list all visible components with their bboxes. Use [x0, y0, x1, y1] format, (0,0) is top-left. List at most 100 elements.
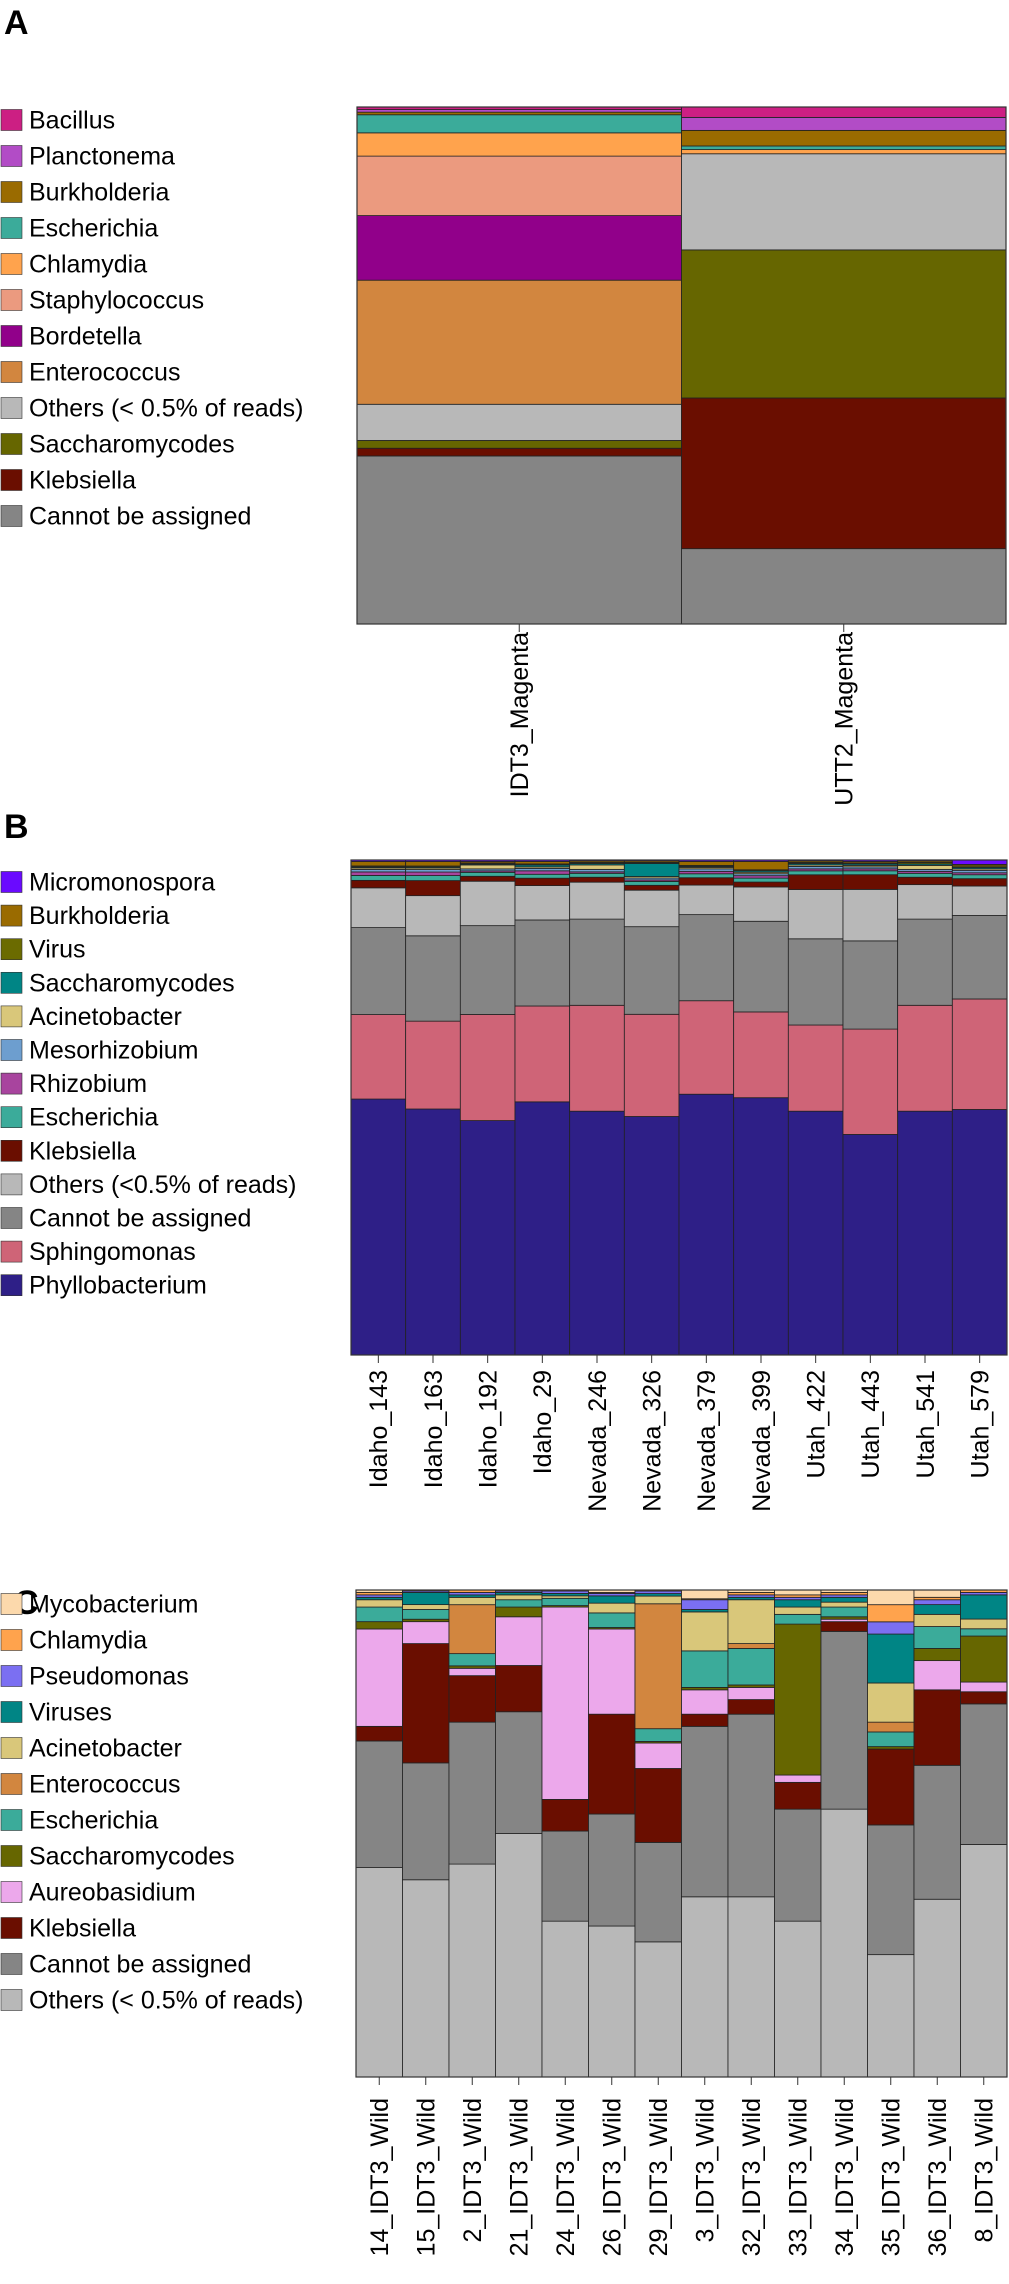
panel-c: CMycobacteriumChlamydiaPseudomonasViruse…	[0, 1584, 1008, 2256]
bar-segment-klebsiella-32-idt3-wild	[727, 1699, 775, 1715]
bar-segment-pseudomonas-35-idt3-wild	[867, 1621, 915, 1635]
bar-segment-others-0-5-of-reads-14-idt3-wild	[355, 1867, 403, 2078]
bar-segment-cannot-be-assigned-2-idt3-wild	[448, 1721, 496, 1865]
legend-swatch-planctonema	[0, 145, 23, 167]
legend-swatch-klebsiella	[0, 469, 23, 491]
x-tick-label-utt2-magenta: UTT2_Magenta	[831, 632, 859, 806]
legend-label-bordetella: Bordetella	[29, 323, 142, 351]
bar-segment-cannot-be-assigned-29-idt3-wild	[634, 1842, 682, 1943]
legend-swatch-pseudomonas	[0, 1665, 23, 1687]
bar-segment-klebsiella-idaho-192	[459, 875, 516, 882]
bar-segment-others-0-5-of-reads-33-idt3-wild	[774, 1920, 822, 2078]
legend-swatch-rhizobium	[0, 1072, 23, 1095]
bar-segment-acinetobacter-36-idt3-wild	[913, 1613, 961, 1627]
x-tick-label-15-idt3-wild: 15_IDT3_Wild	[413, 2098, 441, 2256]
bar-segment-others-0-5-of-reads-24-idt3-wild	[541, 1920, 589, 2078]
legend-label-sphingomonas: Sphingomonas	[29, 1238, 196, 1266]
bar-segment-escherichia-utah-443	[842, 870, 899, 876]
legend-label-planctonema: Planctonema	[29, 143, 175, 171]
bar-segment-klebsiella-33-idt3-wild	[774, 1781, 822, 1810]
bar-segment-others-0-5-of-reads-utah-579	[951, 885, 1008, 916]
bar-segment-escherichia-29-idt3-wild	[634, 1728, 682, 1742]
x-tick-label-21-idt3-wild: 21_IDT3_Wild	[506, 2098, 534, 2256]
bar-segment-phyllobacterium-utah-422	[787, 1110, 844, 1356]
bar-segment-mycobacterium-33-idt3-wild	[774, 1589, 822, 1596]
bar-segment-phyllobacterium-utah-579	[951, 1109, 1008, 1356]
bar-segment-escherichia-utah-579	[951, 874, 1008, 880]
bar-segment-bacillus-utt2-magenta	[681, 106, 1007, 118]
bar-segment-acinetobacter-8-idt3-wild	[960, 1618, 1008, 1630]
bar-segment-cannot-be-assigned-utt2-magenta	[681, 548, 1007, 625]
bar-segment-klebsiella-utah-422	[787, 874, 844, 890]
bar-segment-escherichia-idaho-192	[459, 871, 516, 877]
bar-segment-acinetobacter-26-idt3-wild	[588, 1602, 636, 1614]
bar-segment-cannot-be-assigned-nevada-326	[623, 926, 680, 1015]
x-tick-label-utah-422: Utah_422	[802, 1370, 830, 1478]
bar-segment-klebsiella-36-idt3-wild	[913, 1689, 961, 1766]
x-tick-label-35-idt3-wild: 35_IDT3_Wild	[878, 2098, 906, 2256]
bar-segment-acinetobacter-idaho-192	[459, 864, 516, 870]
bar-segment-cannot-be-assigned-15-idt3-wild	[402, 1762, 450, 1881]
bar-segment-klebsiella-nevada-379	[678, 877, 735, 886]
legend-swatch-cannot-be-assigned	[0, 1953, 23, 1975]
bar-segment-phyllobacterium-utah-443	[842, 1134, 899, 1356]
bar-segment-cannot-be-assigned-idaho-163	[405, 935, 461, 1022]
bar-segment-klebsiella-utt2-magenta	[681, 397, 1007, 550]
legend-label-cannot-be-assigned: Cannot be assigned	[29, 503, 251, 531]
bars: IDT3_Magenta UTT2_Magenta	[356, 106, 1007, 806]
x-tick-label-26-idt3-wild: 26_IDT3_Wild	[599, 2098, 627, 2256]
legend-label-bacillus: Bacillus	[29, 107, 115, 135]
bar-segment-aureobasidium-24-idt3-wild	[541, 1606, 589, 1800]
legend-swatch-sphingomonas	[0, 1240, 23, 1263]
legend-label-acinetobacter: Acinetobacter	[29, 1003, 182, 1031]
bar-segment-escherichia-idaho-143	[350, 875, 407, 881]
legend-label-viruses: Viruses	[29, 1699, 112, 1727]
legend-swatch-enterococcus	[0, 361, 23, 383]
bar-segment-escherichia-34-idt3-wild	[820, 1606, 868, 1618]
bar-segment-micromonospora-utah-579	[951, 859, 1008, 865]
bar-segment-others-0-5-of-reads-idt3-magenta	[356, 403, 682, 441]
bar-segment-phyllobacterium-idaho-163	[405, 1108, 461, 1356]
bars: 14_IDT3_Wild 15_IDT3_Wild 2_IDT3_Wild 21_ID…	[355, 1589, 1008, 2256]
bar-segment-cannot-be-assigned-idaho-192	[459, 925, 516, 1015]
bar-segment-aureobasidium-36-idt3-wild	[913, 1660, 961, 1691]
bar-segment-others-0-5-of-reads-15-idt3-wild	[402, 1879, 450, 2078]
panel-label: B	[4, 808, 29, 846]
legend-label-escherichia: Escherichia	[29, 1104, 158, 1132]
bar-segment-aureobasidium-32-idt3-wild	[727, 1687, 775, 1700]
legend-label-cannot-be-assigned: Cannot be assigned	[29, 1205, 251, 1233]
bar-segment-acinetobacter-34-idt3-wild	[820, 1601, 868, 1608]
bar-segment-cannot-be-assigned-3-idt3-wild	[681, 1725, 729, 1898]
legend-label-klebsiella: Klebsiella	[29, 1137, 136, 1165]
legend-swatch-enterococcus	[0, 1773, 23, 1795]
bar-segment-klebsiella-14-idt3-wild	[355, 1725, 403, 1742]
legend-label-escherichia: Escherichia	[29, 215, 158, 243]
bar-segment-others-0-5-of-reads-26-idt3-wild	[588, 1925, 636, 2078]
bar-segment-others-0-5-of-reads-nevada-326	[623, 889, 680, 928]
legend-swatch-others-0-5-of-reads	[0, 1989, 23, 2011]
legend-label-saccharomycodes: Saccharomycodes	[29, 431, 235, 459]
bar-segment-cannot-be-assigned-utah-579	[951, 915, 1008, 1000]
bar-segment-bordetella-idt3-magenta	[356, 215, 682, 281]
bar-segment-viruses-8-idt3-wild	[960, 1594, 1008, 1620]
bar-segment-acinetobacter-14-idt3-wild	[355, 1599, 403, 1608]
legend-label-staphylococcus: Staphylococcus	[29, 287, 204, 315]
bar-segment-cannot-be-assigned-26-idt3-wild	[588, 1813, 636, 1927]
bar-segment-others-0-5-of-reads-32-idt3-wild	[727, 1896, 775, 2078]
bar-segment-sphingomonas-idaho-29	[514, 1005, 571, 1103]
bar-segment-acinetobacter-15-idt3-wild	[402, 1604, 450, 1610]
bar-segment-burkholderia-idaho-163	[405, 861, 461, 867]
x-tick-label-36-idt3-wild: 36_IDT3_Wild	[924, 2098, 952, 2256]
x-tick-label-14-idt3-wild: 14_IDT3_Wild	[366, 2098, 394, 2256]
legend-swatch-chlamydia	[0, 1629, 23, 1651]
bar-segment-aureobasidium-26-idt3-wild	[588, 1628, 636, 1715]
bar-segment-escherichia-36-idt3-wild	[913, 1626, 961, 1649]
bar-segment-sphingomonas-idaho-192	[459, 1014, 516, 1121]
bar-segment-sphingomonas-utah-579	[951, 998, 1008, 1110]
x-tick-label-3-idt3-wild: 3_IDT3_Wild	[692, 2098, 720, 2243]
bar-segment-others-0-5-of-reads-2-idt3-wild	[448, 1863, 496, 2078]
legend-swatch-klebsiella	[0, 1917, 23, 1939]
bar-segment-cannot-be-assigned-32-idt3-wild	[727, 1713, 775, 1898]
